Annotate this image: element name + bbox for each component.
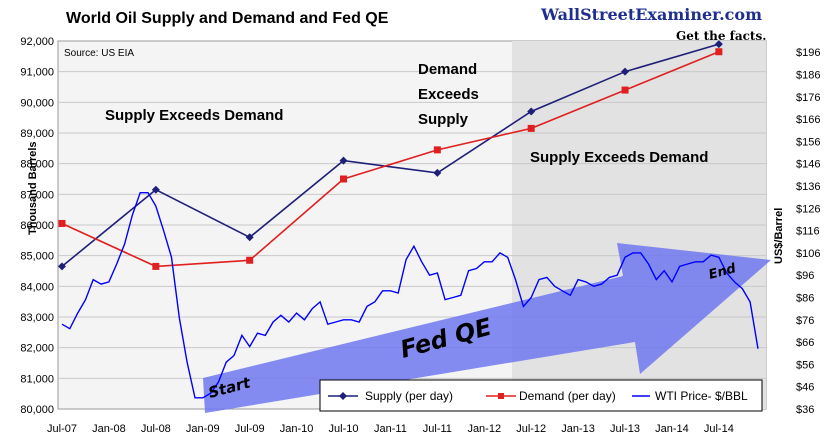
legend-label-supply: Supply (per day): [365, 389, 453, 403]
series-line-1: [61, 50, 720, 268]
fed-qe-arrow: [203, 243, 771, 413]
legend-marker-demand: [498, 393, 504, 399]
x-tick-label: Jan-12: [467, 423, 501, 435]
brand-tagline: Get the facts.: [676, 29, 766, 43]
x-tick-label: Jan-14: [655, 423, 689, 435]
series-line-2: [61, 192, 759, 399]
x-tick-label: Jul-12: [516, 423, 546, 435]
y-right-tick-label: $176: [796, 92, 820, 104]
y-right-tick-label: $66: [796, 337, 814, 349]
demand-point: [58, 219, 66, 227]
y-right-tick-label: $36: [796, 404, 814, 416]
x-tick-label: Jan-09: [186, 423, 220, 435]
supply-point: [151, 185, 160, 194]
y-right-tick-label: $116: [796, 226, 820, 238]
annotation-supply-exceeds-demand-left: Supply Exceeds Demand: [105, 107, 283, 124]
legend-marker-supply: [339, 392, 347, 400]
chart-title: World Oil Supply and Demand and Fed QE: [66, 10, 389, 27]
legend: Supply (per day) Demand (per day) WTI Pr…: [319, 379, 763, 412]
supply-point: [527, 107, 536, 116]
x-tick-label: Jul-14: [704, 423, 734, 435]
legend-label-wti: WTI Price- $/BBL: [655, 389, 748, 403]
y-right-tick-label: $46: [796, 382, 814, 394]
x-tick-label: Jul-10: [329, 423, 359, 435]
y-left-tick-label: 91,000: [20, 67, 54, 79]
demand-point: [340, 175, 348, 183]
y-left-tick-label: 82,000: [20, 343, 54, 355]
y-right-tick-label: $186: [796, 69, 820, 81]
annotation-end: End: [707, 261, 738, 283]
y-left-tick-label: 92,000: [20, 36, 54, 48]
x-tick-label: Jul-13: [610, 423, 640, 435]
annotation-demand-line2: Exceeds: [418, 86, 479, 103]
series-layer: [58, 40, 759, 399]
annotation-demand-line1: Demand: [418, 61, 477, 78]
y-left-tick-label: 84,000: [20, 281, 54, 293]
fed-qe-arrow-layer: [203, 243, 771, 413]
y-right-tick-label: $96: [796, 270, 814, 282]
demand-point: [527, 124, 535, 132]
y-right-tick-label: $126: [796, 203, 820, 215]
y-right-tick-label: $76: [796, 315, 814, 327]
y-left-tick-label: 90,000: [20, 97, 54, 109]
y-left-tick-label: 87,000: [20, 189, 54, 201]
x-tick-label: Jul-07: [47, 423, 77, 435]
x-tick-label: Jan-13: [561, 423, 595, 435]
x-tick-label: Jan-11: [374, 423, 407, 435]
left-axis-ticks: 80,000 81,000 82,000 83,000 84,000 85,000 86,0…: [20, 36, 54, 416]
demand-point: [246, 256, 254, 264]
y-right-tick-label: $56: [796, 359, 814, 371]
y-left-tick-label: 83,000: [20, 312, 54, 324]
demand-point: [433, 146, 441, 154]
supply-point: [714, 40, 723, 49]
brand-watermark: WallStreetExaminer.com: [540, 5, 762, 24]
x-tick-label: Jul-11: [423, 423, 452, 435]
x-axis-ticks: Jul-07 Jan-08 Jul-08 Jan-09 Jul-09 Jan-10 Jul-…: [47, 423, 734, 435]
x-tick-label: Jul-09: [235, 423, 265, 435]
annotation-demand-line3: Supply: [418, 111, 469, 128]
x-tick-label: Jul-08: [141, 423, 171, 435]
y-left-tick-label: 81,000: [20, 373, 54, 385]
y-axis-right-title: US$/Barrel: [773, 208, 785, 264]
y-right-tick-label: $86: [796, 292, 814, 304]
source-note: Source: US EIA: [64, 48, 134, 59]
right-axis-ticks: $36 $46 $56 $66 $76 $86 $96 $106 $116 $126 $136 $14…: [796, 47, 820, 416]
y-left-tick-label: 80,000: [20, 404, 54, 416]
y-right-tick-label: $146: [796, 159, 820, 171]
supply-point: [339, 156, 348, 165]
supply-point: [621, 67, 630, 76]
y-left-tick-label: 88,000: [20, 159, 54, 171]
y-right-tick-label: $136: [796, 181, 820, 193]
y-right-tick-label: $106: [796, 248, 820, 260]
y-right-tick-label: $156: [796, 136, 820, 148]
demand-point: [152, 262, 160, 270]
x-tick-label: Jan-08: [92, 423, 126, 435]
y-left-tick-label: 89,000: [20, 128, 54, 140]
legend-label-demand: Demand (per day): [519, 389, 616, 403]
y-right-tick-label: $166: [796, 114, 820, 126]
y-left-tick-label: 86,000: [20, 220, 54, 232]
annotation-supply-exceeds-demand-right: Supply Exceeds Demand: [530, 149, 708, 166]
y-right-tick-label: $196: [796, 47, 820, 59]
demand-point: [621, 86, 629, 94]
supply-point: [58, 262, 66, 271]
x-tick-label: Jan-10: [280, 423, 314, 435]
demand-point: [715, 48, 723, 56]
y-left-tick-label: 85,000: [20, 251, 54, 263]
supply-point: [433, 168, 442, 177]
y-axis-left-title: Thousand Barrels: [27, 141, 39, 235]
supply-point: [245, 233, 254, 242]
legend-box: [319, 379, 763, 412]
series-line-0: [61, 43, 720, 268]
